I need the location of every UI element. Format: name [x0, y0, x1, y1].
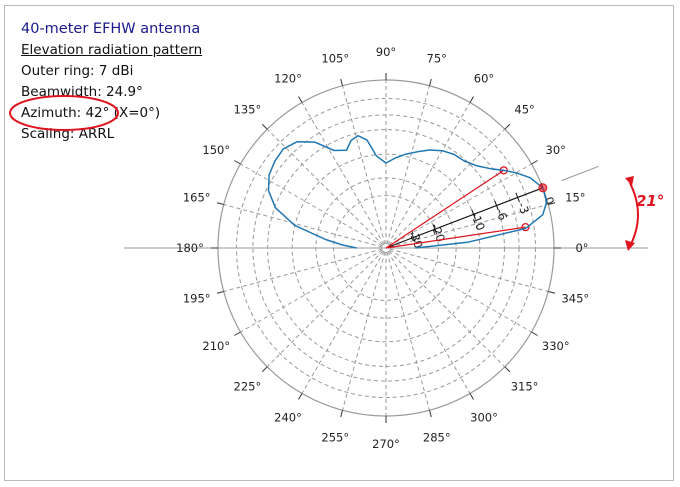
chart-title: 40-meter EFHW antenna [21, 21, 201, 37]
info-azimuth: Azimuth: 42° (X=0°) [21, 105, 161, 121]
half-power-line [385, 226, 526, 249]
angle-tick [216, 202, 224, 206]
angle-label: 15° [565, 190, 585, 204]
grid-spoke [388, 128, 506, 246]
angle-tick [504, 123, 511, 130]
angle-label: 300° [470, 411, 498, 425]
grid-spoke [223, 204, 383, 248]
angle-tick [340, 410, 344, 418]
radial-label: -6 [493, 207, 510, 223]
radial-tick [411, 232, 416, 243]
grid-ring [291, 153, 481, 343]
info-block: 40-meter EFHW antenna Elevation radiatio… [21, 19, 202, 145]
angle-tick [548, 290, 556, 294]
angle-label: 135° [234, 102, 262, 116]
grid-spoke [342, 251, 386, 411]
radial-scale-line [385, 187, 544, 249]
grid-spoke [389, 249, 532, 333]
angle-label: 270° [372, 437, 400, 451]
pattern-curve [267, 134, 548, 249]
angle-label: 255° [321, 430, 349, 444]
grid-spoke [223, 248, 383, 292]
angle-label: 195° [183, 292, 211, 306]
angle-label: 60° [474, 71, 494, 85]
peak-marker [538, 183, 548, 193]
radial-label: -10 [468, 210, 488, 233]
angle-label: 210° [202, 339, 230, 353]
angle-tick [234, 160, 241, 165]
info-outer-ring: Outer ring: 7 dBi [21, 63, 134, 79]
tilt-reference-line [561, 165, 600, 182]
angle-tick [216, 290, 224, 294]
radial-label: 0 [541, 195, 557, 207]
grid-spoke [301, 102, 385, 245]
angle-tick [504, 366, 511, 373]
tilt-annotation-label: 21° [636, 192, 664, 210]
grid-spoke [386, 85, 430, 245]
angle-tick [469, 96, 474, 103]
grid-spoke [266, 128, 384, 246]
radial-label: -3 [515, 200, 532, 216]
angle-tick [428, 410, 432, 418]
grid-spoke [240, 249, 383, 333]
grid-spoke [386, 251, 430, 411]
info-scaling: Scaling: ARRL [21, 126, 115, 142]
tilt-arrow-arc [629, 182, 639, 247]
angle-label: 165° [183, 190, 211, 204]
angle-label: 240° [274, 411, 302, 425]
angle-tick [548, 202, 556, 206]
half-power-marker [521, 223, 530, 232]
chart-subtitle: Elevation radiation pattern [21, 42, 203, 58]
angle-label: 315° [511, 380, 539, 394]
radial-tick [515, 192, 520, 203]
angle-label: 285° [423, 430, 451, 444]
grid-spoke [301, 251, 385, 394]
angle-tick [340, 78, 344, 86]
grid-spoke [266, 250, 384, 368]
angle-tick [428, 78, 432, 86]
grid-spoke [389, 163, 532, 247]
radial-tick [432, 224, 438, 235]
radial-tick [471, 209, 476, 220]
angle-tick [469, 393, 474, 400]
radial-label: -20 [428, 221, 448, 244]
angle-tick [531, 331, 538, 336]
angle-label: 30° [546, 143, 566, 157]
angle-label: 225° [234, 380, 262, 394]
angle-label: 330° [542, 339, 570, 353]
angle-label: 45° [514, 102, 534, 116]
grid-ring [235, 97, 537, 399]
angle-tick [261, 123, 268, 130]
angle-label: 105° [321, 52, 349, 66]
grid-ring [333, 195, 439, 301]
angle-tick [298, 96, 303, 103]
angle-label: 120° [274, 71, 302, 85]
angle-tick [531, 160, 538, 165]
angle-label: 0° [575, 241, 588, 255]
chart-frame [4, 5, 674, 481]
radial-tick [494, 200, 499, 211]
tilt-arrow-head-top [625, 176, 634, 186]
angle-label: 180° [176, 241, 204, 255]
half-power-line [385, 169, 505, 249]
grid-spoke [388, 250, 506, 368]
grid-spoke [387, 102, 471, 245]
angle-tick [298, 393, 303, 400]
angle-label: 345° [561, 292, 589, 306]
angle-label: 150° [202, 143, 230, 157]
grid-spoke [389, 204, 549, 248]
angle-tick [261, 366, 268, 373]
angle-tick [234, 331, 241, 336]
grid-spoke [387, 251, 471, 394]
grid-spoke [240, 163, 383, 247]
azimuth-highlight-circle [9, 95, 119, 131]
grid-spoke [389, 248, 549, 292]
angle-label: 75° [427, 52, 447, 66]
grid-spoke [342, 85, 386, 245]
angle-label: 90° [376, 45, 396, 59]
tilt-arrow-head-bottom [625, 240, 635, 251]
